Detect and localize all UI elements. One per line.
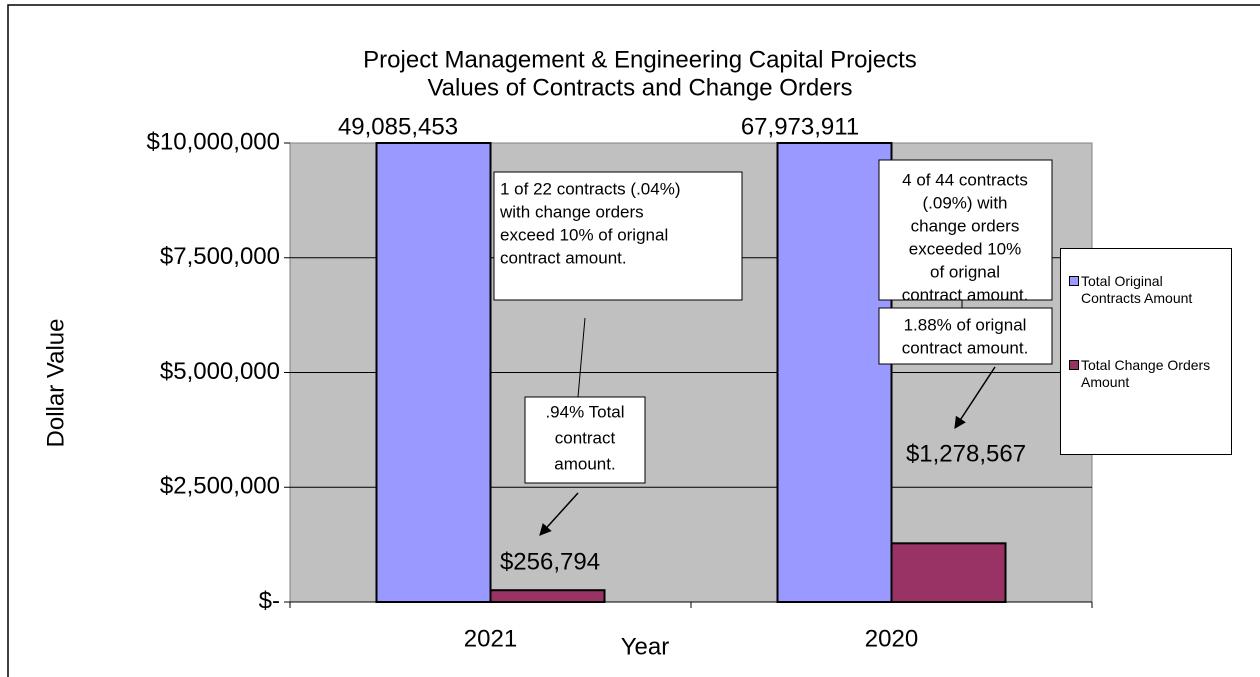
- annotation-box: [878, 159, 1053, 301]
- legend-swatch: [1069, 276, 1079, 286]
- annotation-text: 4 of 44 contracts: [902, 170, 1028, 189]
- annotation-text: change orders: [911, 216, 1020, 235]
- legend-label: Total Change Orders Amount: [1081, 357, 1211, 390]
- annotation-text: 1.88% of orignal: [904, 315, 1027, 334]
- annotation-text: with change orders: [499, 202, 644, 221]
- data-label: $1,278,567: [906, 440, 1026, 467]
- annotation-text: exceeded 10%: [909, 239, 1021, 258]
- annotation-text: exceed 10% of orignal: [500, 225, 668, 244]
- frame: [7, 4, 1260, 677]
- bar: [489, 589, 606, 603]
- bar: [890, 542, 1007, 604]
- y-tick-label: $10,000,000: [147, 128, 280, 155]
- annotation-text: of orignal: [930, 262, 1000, 281]
- x-tick-label: 2021: [464, 625, 517, 652]
- annotation-text: amount.: [554, 454, 615, 473]
- connector: [577, 317, 586, 398]
- bar: [375, 142, 492, 603]
- x-tick-label: 2020: [865, 625, 918, 652]
- annotation-text: contract amount.: [902, 338, 1029, 357]
- annotation-box: [878, 307, 1053, 365]
- annotation-box: [493, 171, 743, 301]
- annotation-text: .94% Total: [545, 402, 624, 421]
- y-tick-label: $-: [259, 587, 280, 614]
- annotation-text: (.09%) with: [922, 193, 1007, 212]
- data-label: 49,085,453: [338, 113, 458, 140]
- annotation-text: 1 of 22 contracts (.04%): [500, 179, 680, 198]
- y-tick-label: $2,500,000: [160, 473, 280, 500]
- chart-title: Project Management & Engineering Capital…: [363, 46, 917, 73]
- legend-label: Total Original Contracts Amount: [1081, 273, 1193, 306]
- data-label: 67,973,911: [741, 113, 859, 140]
- bar: [776, 142, 893, 603]
- chart-title: Values of Contracts and Change Orders: [427, 74, 852, 101]
- y-tick-label: $7,500,000: [160, 243, 280, 270]
- legend: Total Original Contracts Amount Total Cha…: [1060, 248, 1232, 455]
- arrow: [954, 366, 996, 430]
- arrow: [539, 492, 579, 536]
- x-axis-label: Year: [621, 633, 670, 660]
- annotation-box: [524, 396, 646, 484]
- y-tick-label: $5,000,000: [160, 358, 280, 385]
- annotation-text: contract amount.: [902, 285, 1029, 304]
- data-label: $256,794: [500, 548, 600, 575]
- legend-swatch: [1069, 360, 1079, 370]
- annotation-text: contract amount.: [500, 248, 627, 267]
- annotation-text: contract: [555, 428, 616, 447]
- y-axis-label: Dollar Value: [42, 319, 69, 448]
